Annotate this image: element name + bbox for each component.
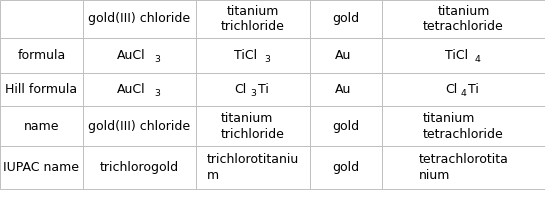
Text: gold(III) chloride: gold(III) chloride: [88, 120, 191, 133]
Text: titanium
tetrachloride: titanium tetrachloride: [423, 112, 504, 141]
Text: formula: formula: [17, 49, 65, 62]
Bar: [382, 0, 545, 38]
Bar: [310, 73, 382, 106]
Text: titanium
trichloride: titanium trichloride: [221, 112, 285, 141]
Text: name: name: [23, 120, 59, 133]
Text: Cl: Cl: [234, 83, 246, 96]
Bar: [83, 38, 196, 73]
Bar: [0, 0, 83, 38]
Bar: [196, 73, 310, 106]
Bar: [0, 146, 83, 189]
Text: AuCl: AuCl: [117, 83, 146, 96]
Text: Au: Au: [335, 83, 352, 96]
Text: 4: 4: [475, 55, 481, 64]
Bar: [382, 38, 545, 73]
Bar: [0, 73, 83, 106]
Text: 3: 3: [264, 55, 270, 64]
Bar: [83, 73, 196, 106]
Bar: [310, 146, 382, 189]
Bar: [196, 146, 310, 189]
Bar: [382, 73, 545, 106]
Bar: [196, 106, 310, 146]
Text: 3: 3: [250, 89, 256, 98]
Text: Hill formula: Hill formula: [5, 83, 77, 96]
Bar: [310, 0, 382, 38]
Text: 3: 3: [154, 55, 160, 64]
Text: 3: 3: [154, 89, 160, 98]
Text: Ti: Ti: [258, 83, 269, 96]
Text: 4: 4: [461, 89, 467, 98]
Bar: [310, 38, 382, 73]
Text: Ti: Ti: [468, 83, 479, 96]
Text: gold(III) chloride: gold(III) chloride: [88, 13, 191, 25]
Bar: [0, 38, 83, 73]
Bar: [83, 0, 196, 38]
Text: gold: gold: [332, 120, 359, 133]
Text: trichlorogold: trichlorogold: [100, 161, 179, 174]
Text: AuCl: AuCl: [117, 49, 146, 62]
Bar: [0, 106, 83, 146]
Bar: [83, 106, 196, 146]
Text: IUPAC name: IUPAC name: [3, 161, 80, 174]
Bar: [382, 146, 545, 189]
Text: Au: Au: [335, 49, 352, 62]
Text: gold: gold: [332, 161, 359, 174]
Bar: [196, 0, 310, 38]
Text: tetrachlorotita
nium: tetrachlorotita nium: [419, 153, 508, 182]
Bar: [382, 106, 545, 146]
Text: titanium
tetrachloride: titanium tetrachloride: [423, 5, 504, 33]
Bar: [83, 146, 196, 189]
Text: TiCl: TiCl: [445, 49, 468, 62]
Bar: [310, 106, 382, 146]
Text: trichlorotitaniu
m: trichlorotitaniu m: [207, 153, 299, 182]
Bar: [196, 38, 310, 73]
Text: titanium
trichloride: titanium trichloride: [221, 5, 285, 33]
Text: gold: gold: [332, 13, 359, 25]
Text: Cl: Cl: [445, 83, 457, 96]
Text: TiCl: TiCl: [234, 49, 257, 62]
